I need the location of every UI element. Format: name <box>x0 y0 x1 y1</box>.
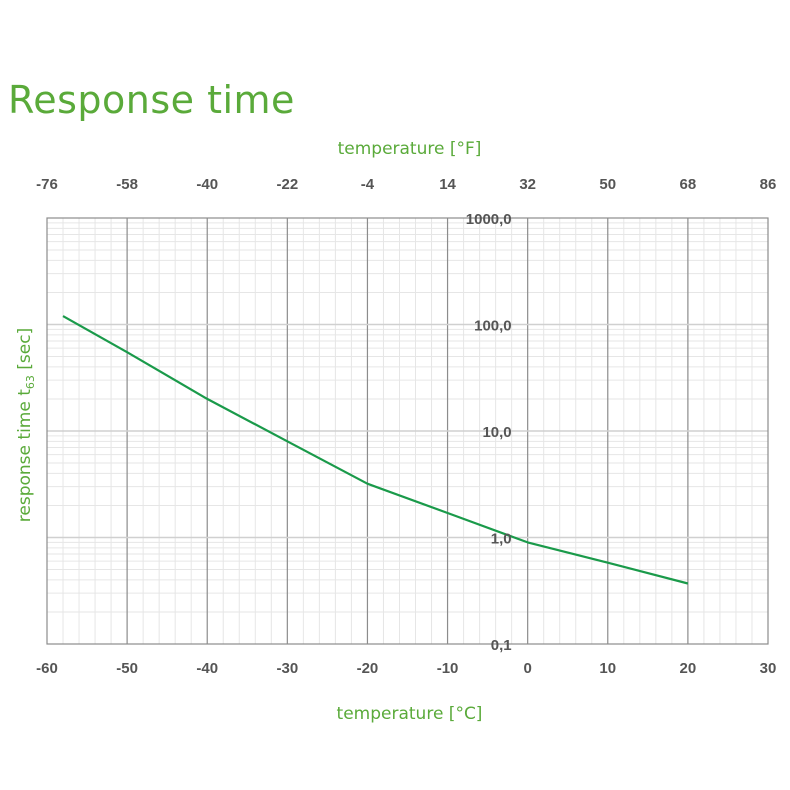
x-tick-label: -20 <box>357 660 379 677</box>
y-tick-label: 100,0 <box>474 318 512 335</box>
x-tick-label: -40 <box>196 660 218 677</box>
x2-tick-label: -58 <box>116 176 138 193</box>
x2-tick-label: -40 <box>196 176 218 193</box>
plot-frame <box>46 217 769 645</box>
x2-tick-label: 86 <box>760 176 777 193</box>
x2-tick-label: 32 <box>519 176 536 193</box>
x2-tick-label: -22 <box>276 176 298 193</box>
x-tick-label: -10 <box>437 660 459 677</box>
y-tick-label: 1,0 <box>491 531 512 548</box>
x-axis-title: temperature [°C] <box>337 704 483 724</box>
x2-axis-title: temperature [°F] <box>338 139 482 159</box>
y-axis-title: response time t63 [sec] <box>15 328 37 522</box>
y-tick-label: 10,0 <box>482 424 511 441</box>
x-tick-label: 20 <box>680 660 697 677</box>
x-tick-label: 30 <box>760 660 777 677</box>
x2-tick-label: 14 <box>439 176 456 193</box>
y-axis-title-subscript: 63 <box>24 375 37 389</box>
x-tick-label: 10 <box>599 660 616 677</box>
x-tick-label: 0 <box>523 660 531 677</box>
x-tick-label: -60 <box>36 660 58 677</box>
series-line <box>62 315 689 585</box>
y-tick-label: 1000,0 <box>466 211 512 228</box>
x-axis-celsius-ticks: -60 -50 -40 -30 -20 -10 0 10 20 30 <box>36 660 776 677</box>
x2-tick-label: 68 <box>680 176 697 193</box>
x2-tick-label: -76 <box>36 176 58 193</box>
x2-tick-label: 50 <box>599 176 616 193</box>
x2-tick-label: -4 <box>361 176 375 193</box>
y-axis-title-main: response time t <box>15 389 35 522</box>
x-axis-fahrenheit-ticks: -76 -58 -40 -22 -4 14 32 50 68 86 <box>36 176 776 193</box>
series-layer <box>62 315 689 585</box>
y-tick-label: 0,1 <box>491 637 512 654</box>
x-tick-label: -50 <box>116 660 138 677</box>
y-axis-title-unit: [sec] <box>15 328 35 375</box>
y-axis-ticks: 0,1 1,0 10,0 100,0 1000,0 <box>466 211 512 654</box>
major-gridlines <box>47 218 768 644</box>
x-tick-label: -30 <box>276 660 298 677</box>
chart-title: Response time <box>8 78 295 122</box>
